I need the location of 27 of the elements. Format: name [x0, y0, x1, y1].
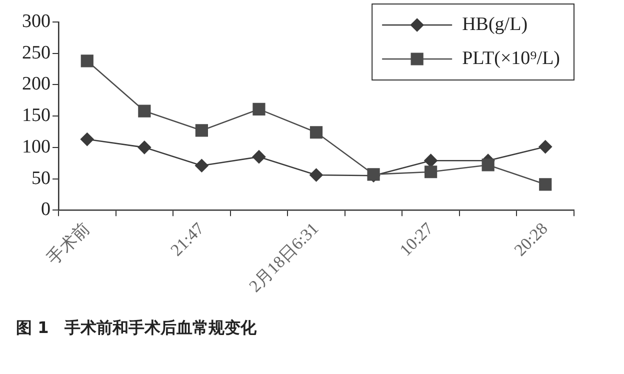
point — [482, 158, 494, 172]
y-tick-label: 50 — [32, 168, 50, 189]
point — [252, 150, 266, 164]
y-tick-label: 250 — [22, 42, 50, 64]
y-tick-label: 0 — [41, 199, 50, 220]
point — [252, 102, 266, 116]
point — [310, 126, 323, 139]
legend-label: HB(g/L) — [462, 14, 528, 35]
point — [138, 140, 152, 154]
y-tick-label: 300 — [22, 10, 50, 32]
y-tick-label: 200 — [22, 74, 50, 95]
point — [195, 158, 208, 172]
point — [539, 178, 552, 191]
x-tick-label: 手术前 — [44, 218, 94, 268]
point — [80, 54, 94, 68]
point — [310, 168, 323, 182]
point — [138, 104, 151, 118]
point — [80, 132, 94, 146]
point — [424, 154, 438, 168]
y-tick-label: 100 — [22, 136, 50, 158]
y-tick-label: 150 — [22, 105, 50, 126]
point — [424, 166, 438, 178]
point — [538, 140, 552, 154]
point — [195, 124, 208, 137]
caption: 图 1 手术前和手术后血常规变化 — [16, 318, 257, 339]
x-tick-label: 2月18日6:31 — [245, 218, 322, 296]
legend-label: PLT(×10⁹/L) — [462, 48, 560, 69]
